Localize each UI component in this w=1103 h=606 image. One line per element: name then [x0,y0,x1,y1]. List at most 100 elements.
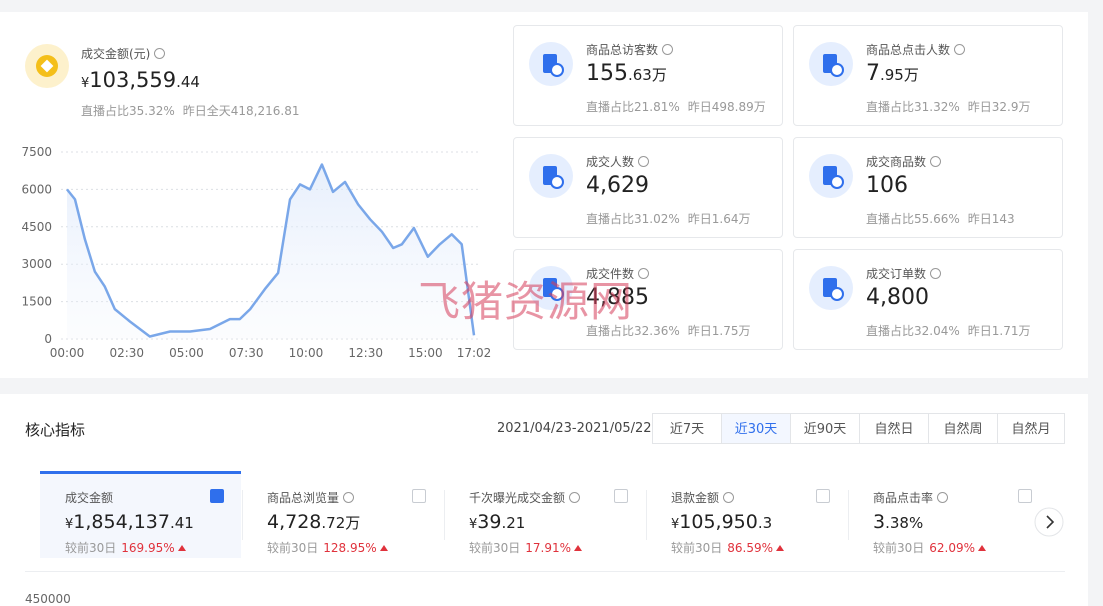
metric-label: 成交金额 [65,489,113,506]
y-tick-label: 7500 [21,145,52,159]
metric-label: 商品总浏览量 [267,489,355,506]
info-icon [154,48,166,59]
info-icon [930,156,942,167]
info-icon [930,268,942,279]
decimal: .3 [757,514,773,532]
label-text: 成交订单数 [866,267,927,281]
tab[interactable]: 自然周 [928,413,998,444]
y-tick-label: 0 [44,332,52,346]
tab[interactable]: 近7天 [652,413,722,444]
card-icon [809,266,853,310]
card-sub: 直播占比31.02% 昨日1.64万 [586,210,751,227]
metric-value: ¥1,854,137.41 [65,511,194,533]
summary-icon [25,44,69,88]
core-title: 核心指标 [25,421,86,439]
label-text: 成交人数 [586,155,635,169]
yesterday: 昨日498.89万 [687,100,766,114]
decimal: .41 [169,514,194,532]
tab[interactable]: 近30天 [721,413,791,444]
label-text: 商品总点击人数 [866,43,951,57]
label-text: 千次曝光成交金额 [469,491,566,505]
metric-checkbox[interactable] [816,489,830,503]
x-tick-label: 07:30 [229,346,264,360]
label-text: 商品点击率 [873,491,934,505]
live-share: 直播占比55.66% [866,212,960,226]
label-text: 成交件数 [586,267,635,281]
x-tick-label: 10:00 [289,346,324,360]
info-icon [343,492,355,503]
y-tick-label: 4500 [21,220,52,234]
card-value: 155.63万 [586,61,667,86]
value: 155 [586,61,628,86]
change: 86.59% [727,541,774,555]
metric-separator [242,490,243,540]
card-sub: 直播占比55.66% 昨日143 [866,210,1015,227]
card-sub: 直播占比31.32% 昨日32.9万 [866,98,1031,115]
selected-metric-bg [40,471,241,558]
metric-value: 4,728.72万 [267,511,360,533]
value: 4,629 [586,173,649,198]
compare-label: 较前30日 [267,541,319,555]
next-button[interactable] [1034,507,1064,537]
metric-checkbox[interactable] [210,489,224,503]
card-label: 成交商品数 [866,153,942,170]
tab[interactable]: 近90天 [790,413,860,444]
x-tick-label: 15:00 [408,346,443,360]
currency: ¥ [65,517,74,532]
change: 62.09% [929,541,976,555]
x-tick-label: 02:30 [109,346,144,360]
summary-label: 成交金额(元) [81,45,166,62]
label-text: 成交金额(元) [81,47,151,61]
value: 103,559 [89,68,177,92]
unit: .63万 [628,66,667,84]
live-share: 直播占比31.32% [866,100,960,114]
metric-value: ¥39.21 [469,511,525,533]
currency: ¥ [469,517,478,532]
metric-value: 3.38% [873,511,923,533]
y-tick-label: 6000 [21,182,52,196]
date-range: 2021/04/23-2021/05/22 [497,421,652,436]
info-icon [662,44,674,55]
yesterday: 昨日全天418,216.81 [182,104,300,118]
yesterday: 昨日1.75万 [687,324,751,338]
info-icon [638,268,650,279]
label-text: 成交金额 [65,491,114,505]
metric-checkbox[interactable] [412,489,426,503]
y-tick-label: 3000 [21,257,52,271]
card-label: 成交订单数 [866,265,942,282]
up-arrow [978,545,987,551]
x-tick-label: 17:02 [457,346,492,360]
info-icon [937,492,949,503]
card-icon [529,266,573,310]
decimal: .21 [501,514,526,532]
currency: ¥ [671,517,680,532]
metric-label: 商品点击率 [873,489,949,506]
bottom-y-tick: 450000 [25,592,71,606]
card-icon [529,42,573,86]
card-value: 7.95万 [866,61,919,86]
metric-value: ¥105,950.3 [671,511,772,533]
card-label: 商品总访客数 [586,41,674,58]
card-icon [529,154,573,198]
card-value: 4,885 [586,285,649,310]
yesterday: 昨日1.71万 [967,324,1031,338]
unit: .95万 [880,66,919,84]
metric-checkbox[interactable] [614,489,628,503]
metric-checkbox[interactable] [1018,489,1032,503]
change: 169.95% [121,541,175,555]
metric-compare: 较前30日 128.95% [267,539,388,556]
value: 4,728 [267,511,322,533]
line-chart: 0 1500 3000 4500 6000 7500 00:00 02:30 05:00 07:3… [21,145,492,360]
tab[interactable]: 自然月 [997,413,1065,444]
up-arrow [379,545,388,551]
metric-compare: 较前30日 17.91% [469,539,583,556]
up-arrow [776,545,785,551]
up-arrow [177,545,186,551]
value: 1,854,137 [73,511,170,533]
x-tick-label: 12:30 [348,346,383,360]
x-tick-label: 05:00 [169,346,204,360]
tab[interactable]: 自然日 [859,413,929,444]
live-share: 直播占比32.36% [586,324,680,338]
yesterday: 昨日32.9万 [967,100,1031,114]
